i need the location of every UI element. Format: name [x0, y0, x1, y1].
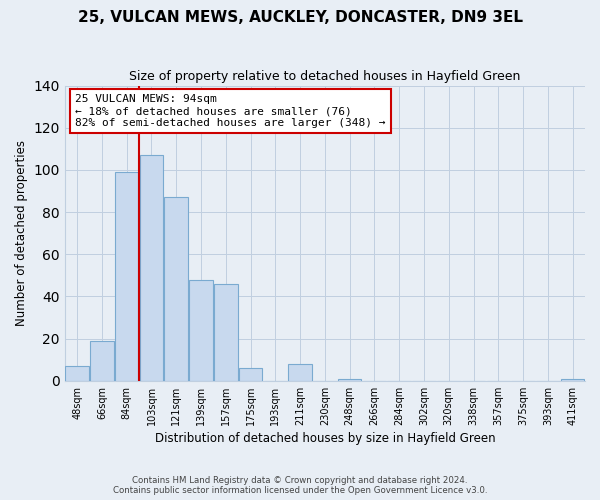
Bar: [65, 366, 89, 381]
Y-axis label: Number of detached properties: Number of detached properties: [15, 140, 28, 326]
Text: 25, VULCAN MEWS, AUCKLEY, DONCASTER, DN9 3EL: 25, VULCAN MEWS, AUCKLEY, DONCASTER, DN9…: [77, 10, 523, 25]
Bar: [189, 280, 213, 381]
Bar: [289, 364, 312, 381]
Bar: [561, 378, 584, 381]
Bar: [115, 172, 139, 381]
Title: Size of property relative to detached houses in Hayfield Green: Size of property relative to detached ho…: [129, 70, 521, 83]
Bar: [90, 340, 114, 381]
Bar: [338, 378, 361, 381]
Bar: [140, 155, 163, 381]
Bar: [164, 198, 188, 381]
Bar: [239, 368, 262, 381]
Bar: [214, 284, 238, 381]
Text: 25 VULCAN MEWS: 94sqm
← 18% of detached houses are smaller (76)
82% of semi-deta: 25 VULCAN MEWS: 94sqm ← 18% of detached …: [75, 94, 386, 128]
Text: Contains HM Land Registry data © Crown copyright and database right 2024.
Contai: Contains HM Land Registry data © Crown c…: [113, 476, 487, 495]
X-axis label: Distribution of detached houses by size in Hayfield Green: Distribution of detached houses by size …: [155, 432, 495, 445]
